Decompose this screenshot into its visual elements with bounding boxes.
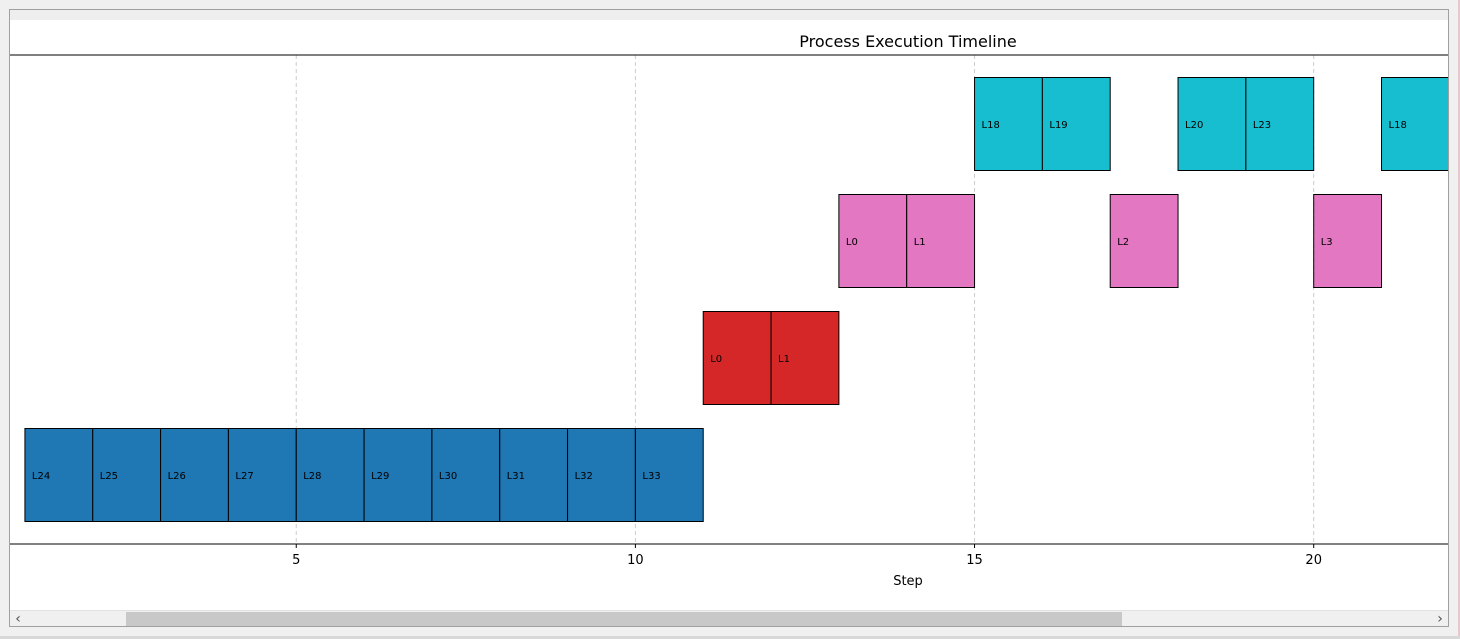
task-bar [1177,77,1247,171]
task-label: L1 [778,354,790,365]
task-label: L0 [846,237,858,248]
scroll-left-icon[interactable]: ‹ [15,611,21,627]
task-label: L3 [1321,237,1333,248]
task-label: L31 [507,471,525,482]
task-label: L24 [32,471,50,482]
task-label: L20 [1185,120,1203,131]
task-bar [24,428,94,522]
task-label: L0 [710,354,722,365]
task-bar [1109,194,1179,288]
task-label: L30 [439,471,457,482]
task-bar [838,194,908,288]
taskbar-edge [0,636,1460,639]
chart-window: Process Execution Timeline L24 L25 L26 L27 L… [9,9,1449,627]
top-strip [10,10,1448,20]
timeline-chart: Process Execution Timeline L24 L25 L26 L27 L… [10,32,1448,589]
task-bar [92,428,162,522]
task-label: L23 [1253,120,1271,131]
scroll-right-icon[interactable]: › [1437,611,1443,627]
task-label: L29 [371,471,389,482]
x-tick-label: 15 [966,553,983,568]
task-bar [160,428,229,522]
task-label: L2 [1117,237,1129,248]
task-bar [770,311,840,405]
task-bar [499,428,569,522]
task-bar [974,77,1043,171]
task-bar [906,194,976,288]
horizontal-scrollbar[interactable]: ‹ › [10,610,1448,627]
task-bar [1313,194,1383,288]
scroll-track[interactable] [28,612,1430,626]
task-bar [1041,77,1111,171]
chart-title: Process Execution Timeline [799,32,1016,51]
x-tick-label: 20 [1305,553,1322,568]
bars: L24 L25 L26 L27 L28 L29 L30 L31 L32 L33 L0 L1 L0 L1 L2… [24,77,1448,522]
x-axis-label: Step [893,574,923,589]
task-label: L26 [168,471,186,482]
task-label: L32 [575,471,593,482]
x-tick-label: 10 [627,553,644,568]
task-label: L18 [1389,120,1407,131]
task-label: L25 [100,471,118,482]
window-edge [1458,0,1460,639]
task-label: L1 [914,237,926,248]
task-label: L28 [303,471,321,482]
task-label: L27 [235,471,253,482]
scroll-thumb[interactable] [126,612,1122,626]
x-tick-label: 5 [292,553,300,568]
task-bar [567,428,636,522]
task-bar [431,428,501,522]
task-label: L19 [1049,120,1067,131]
x-axis-ticks: 5 10 15 20 [292,544,1322,568]
task-bar [1381,77,1448,171]
task-bar [1245,77,1315,171]
task-label: L33 [642,471,660,482]
task-label: L18 [982,120,1000,131]
task-bar [634,428,704,522]
